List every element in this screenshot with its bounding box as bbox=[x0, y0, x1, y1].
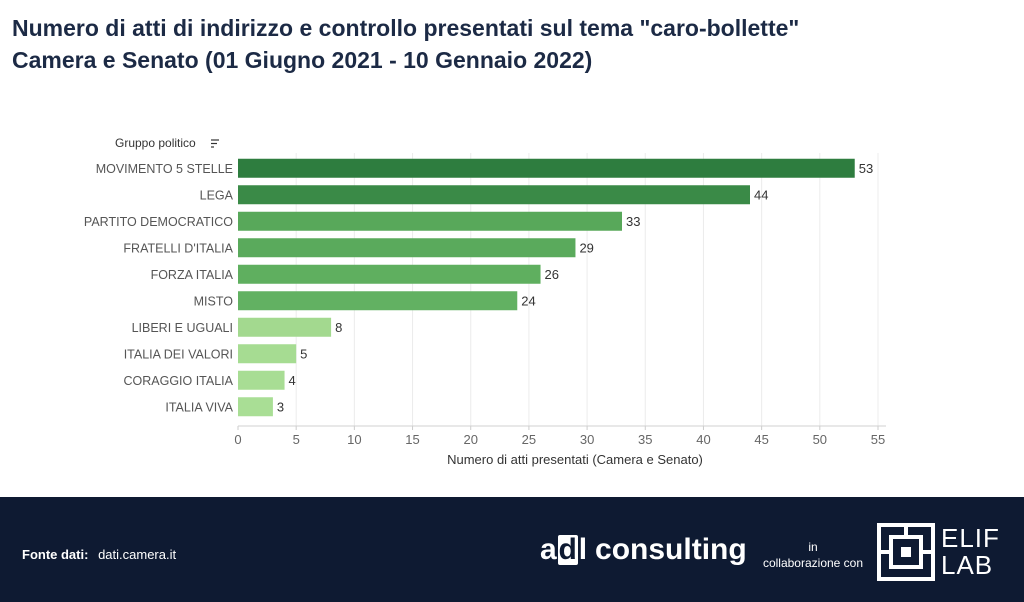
source-label: Fonte dati: bbox=[22, 547, 89, 562]
logo-letter-l: l bbox=[578, 533, 588, 566]
bar bbox=[238, 264, 541, 284]
bar bbox=[238, 344, 297, 364]
data-source: Fonte dati: dati.camera.it bbox=[22, 547, 176, 562]
category-label: LEGA bbox=[200, 188, 234, 202]
partner-line-2: LAB bbox=[941, 550, 994, 580]
partner-line-1: ELIF bbox=[941, 523, 1000, 553]
data-label: 24 bbox=[521, 293, 535, 308]
bar bbox=[238, 238, 576, 258]
bar bbox=[238, 211, 622, 231]
x-tick-label-0: 0 bbox=[234, 432, 241, 447]
data-label: 44 bbox=[754, 187, 768, 202]
data-label: 33 bbox=[626, 214, 640, 229]
category-label: MISTO bbox=[194, 294, 234, 308]
source-value: dati.camera.it bbox=[98, 547, 177, 562]
data-label: 3 bbox=[277, 399, 284, 414]
bar bbox=[238, 397, 273, 417]
title-line-1: Numero di atti di indirizzo e controllo … bbox=[12, 15, 800, 41]
logo-consulting: consulting bbox=[595, 533, 747, 566]
x-tick-label-55: 55 bbox=[871, 432, 885, 447]
collaboration-note: in collaborazione con bbox=[760, 539, 866, 571]
chart-title: Numero di atti di indirizzo e controllo … bbox=[12, 12, 1012, 76]
category-label: ITALIA DEI VALORI bbox=[124, 347, 233, 361]
bar bbox=[238, 291, 518, 311]
category-label: PARTITO DEMOCRATICO bbox=[84, 215, 233, 229]
title-line-2: Camera e Senato (01 Giugno 2021 - 10 Gen… bbox=[12, 47, 593, 73]
x-tick-label-50: 50 bbox=[813, 432, 827, 447]
x-tick-label-35: 35 bbox=[638, 432, 652, 447]
collab-text: collaborazione con bbox=[762, 556, 864, 570]
bar bbox=[238, 370, 285, 390]
category-label: LIBERI E UGUALI bbox=[132, 321, 233, 335]
collab-in: in bbox=[808, 540, 818, 554]
x-tick-label-5: 5 bbox=[293, 432, 300, 447]
x-tick-label-40: 40 bbox=[696, 432, 710, 447]
data-label: 53 bbox=[859, 161, 873, 176]
x-tick-label-25: 25 bbox=[522, 432, 536, 447]
x-tick-label-10: 10 bbox=[347, 432, 361, 447]
elif-lab-logo: ELIF LAB bbox=[877, 523, 1000, 581]
bar bbox=[238, 317, 332, 337]
x-tick-label-30: 30 bbox=[580, 432, 594, 447]
category-header: Gruppo politico bbox=[115, 136, 196, 150]
elif-lab-mark-icon bbox=[877, 523, 935, 581]
x-axis-title: Numero di atti presentati (Camera e Sena… bbox=[447, 452, 703, 467]
logo-letter-a: a bbox=[540, 533, 557, 566]
category-label: ITALIA VIVA bbox=[165, 400, 233, 414]
category-label: CORAGGIO ITALIA bbox=[123, 374, 233, 388]
logo-letter-d: d bbox=[557, 533, 578, 566]
data-label: 29 bbox=[579, 240, 593, 255]
x-tick-label-20: 20 bbox=[463, 432, 477, 447]
category-label: FRATELLI D'ITALIA bbox=[123, 241, 233, 255]
adl-consulting-logo: a d l consulting bbox=[540, 533, 747, 567]
x-tick-label-15: 15 bbox=[405, 432, 419, 447]
data-label: 4 bbox=[289, 373, 296, 388]
x-tick-label-45: 45 bbox=[754, 432, 768, 447]
data-label: 26 bbox=[545, 267, 559, 282]
data-label: 8 bbox=[335, 320, 342, 335]
footer: Fonte dati: dati.camera.it a d l consult… bbox=[0, 497, 1024, 602]
data-label: 5 bbox=[300, 346, 307, 361]
bar bbox=[238, 185, 750, 205]
bar bbox=[238, 158, 855, 178]
category-label: FORZA ITALIA bbox=[151, 268, 234, 282]
category-label: MOVIMENTO 5 STELLE bbox=[96, 162, 233, 176]
